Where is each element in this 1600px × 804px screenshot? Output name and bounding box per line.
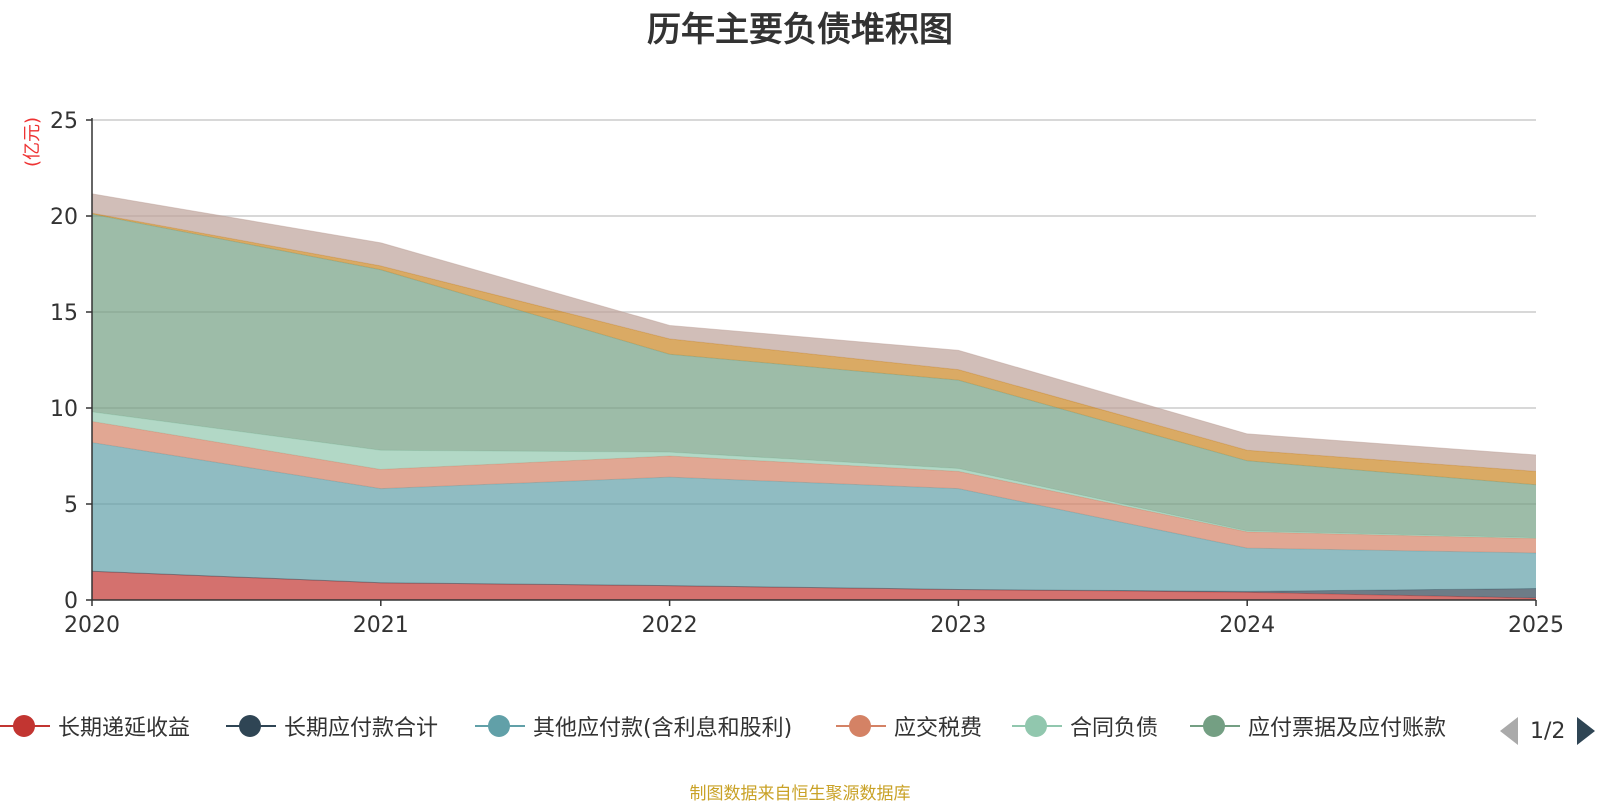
area-series-2 [92,442,1536,592]
legend-marker-icon [836,711,886,741]
stacked-areas [91,193,1537,600]
x-tick-label: 2021 [353,613,409,638]
y-axis-unit-label: (亿元) [22,117,43,167]
legend-marker-icon [1190,711,1240,741]
area-series-0 [92,571,1536,600]
legend-marker-icon [226,711,276,741]
y-tick-label: 5 [64,493,78,518]
x-tick-label: 2022 [642,613,698,638]
area-series-3 [92,421,1536,553]
legend-label: 其他应付款(含利息和股利) [533,716,793,741]
legend-label: 长期递延收益 [58,716,191,741]
legend-item[interactable]: 合同负债 [1012,708,1158,744]
area-series-5 [92,214,1536,538]
area-edge-1 [91,570,1537,592]
y-tick-label: 25 [50,109,78,134]
legend-next-page-button[interactable] [1577,717,1596,745]
legend-label: 合同负债 [1070,716,1159,741]
chart-title: 历年主要负债堆积图 [647,10,953,50]
source-note: 制图数据来自恒生聚源数据库 [689,784,911,804]
x-tick-label: 2023 [930,613,986,638]
area-edge-7 [91,193,1537,456]
x-tick-label: 2020 [64,613,120,638]
legend-item[interactable]: 应付票据及应付账款 [1190,708,1446,744]
legend-item[interactable]: 其他应付款(含利息和股利) [475,708,792,744]
legend-page-indicator: 1/2 [1530,718,1566,744]
y-tick-label: 10 [50,397,78,422]
x-tick-label: 2025 [1508,613,1564,638]
legend-item[interactable]: 长期递延收益 [0,708,190,744]
legend-label: 应交税费 [894,716,983,741]
y-tick-label: 20 [50,205,78,230]
x-tick-label: 2024 [1219,613,1275,638]
legend: 长期递延收益 长期应付款合计 其他应付款(含利息和股利) 应交税费 合同负债 应付票据及应… [0,708,1600,744]
legend-pager: 1/2 [1500,716,1596,746]
y-tick-label: 0 [64,589,78,614]
area-series-6 [92,213,1536,485]
legend-prev-page-button[interactable] [1500,717,1518,745]
area-series-7 [92,193,1536,472]
legend-marker-icon [1012,711,1062,741]
legend-label: 长期应付款合计 [284,716,439,741]
legend-label: 应付票据及应付账款 [1248,716,1447,741]
legend-item[interactable]: 应交税费 [836,708,982,744]
legend-marker-icon [0,711,50,741]
y-tick-label: 15 [50,301,78,326]
legend-item[interactable]: 长期应付款合计 [226,708,438,744]
legend-marker-icon [475,711,525,741]
